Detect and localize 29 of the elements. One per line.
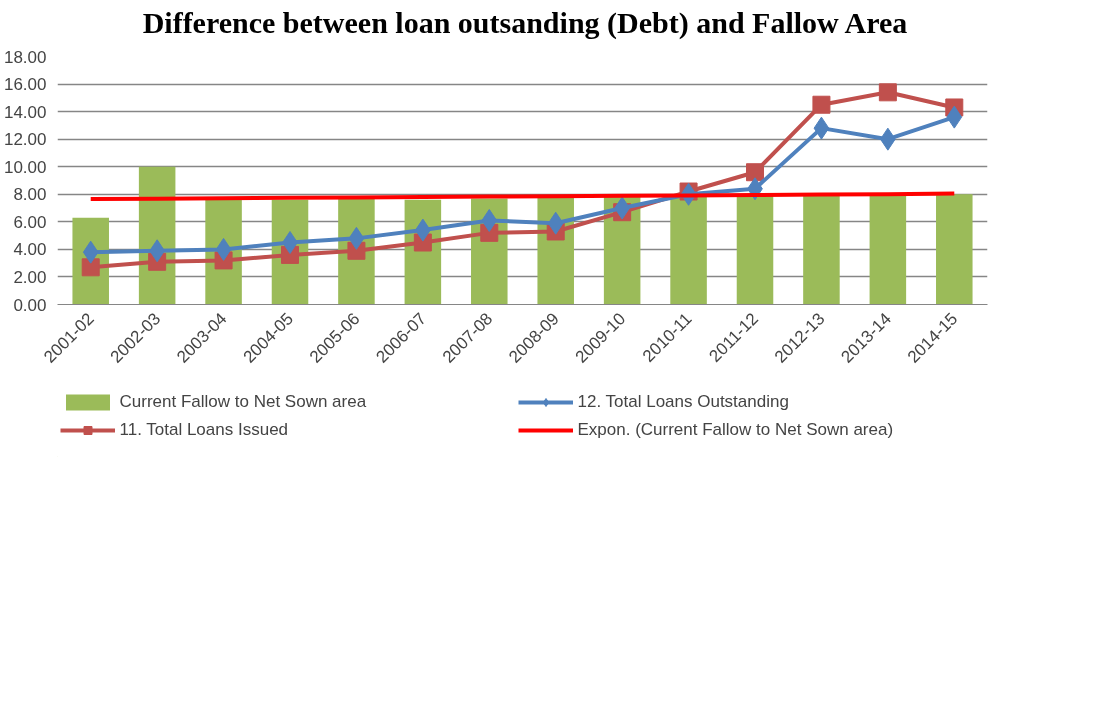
point <box>878 83 897 102</box>
point <box>215 237 232 261</box>
y-tick-label: 12.00 <box>3 130 47 150</box>
point <box>813 116 830 140</box>
point <box>547 211 564 235</box>
y-tick-label: 16.00 <box>3 75 47 95</box>
bar <box>869 194 907 305</box>
bar <box>736 194 774 305</box>
y-tick-label: 2.00 <box>13 267 47 287</box>
point <box>481 208 498 232</box>
legend-label: Expon. (Current Fallow to Net Sown area) <box>577 420 895 440</box>
point <box>348 226 365 250</box>
legend-label: Current Fallow to Net Sown area <box>119 392 368 412</box>
y-tick-label: 4.00 <box>13 240 47 260</box>
y-tick-label: 0.00 <box>13 295 47 315</box>
y-tick-label: 8.00 <box>13 185 47 205</box>
chart-title: Difference between loan outsanding (Debt) and Fallow Area <box>142 5 908 41</box>
bar <box>670 195 707 305</box>
point <box>81 258 100 277</box>
y-tick-label: 6.00 <box>13 212 47 232</box>
point <box>746 163 764 182</box>
y-tick-label: 14.00 <box>3 102 47 122</box>
legend-label: 11. Total Loans Issued <box>119 420 290 440</box>
y-tick-label: 18.00 <box>3 47 47 67</box>
bar <box>936 194 973 305</box>
y-tick-label: 10.00 <box>3 157 47 177</box>
legend-label: 12. Total Loans Outstanding <box>577 392 790 412</box>
point <box>946 105 963 129</box>
point <box>812 95 831 114</box>
